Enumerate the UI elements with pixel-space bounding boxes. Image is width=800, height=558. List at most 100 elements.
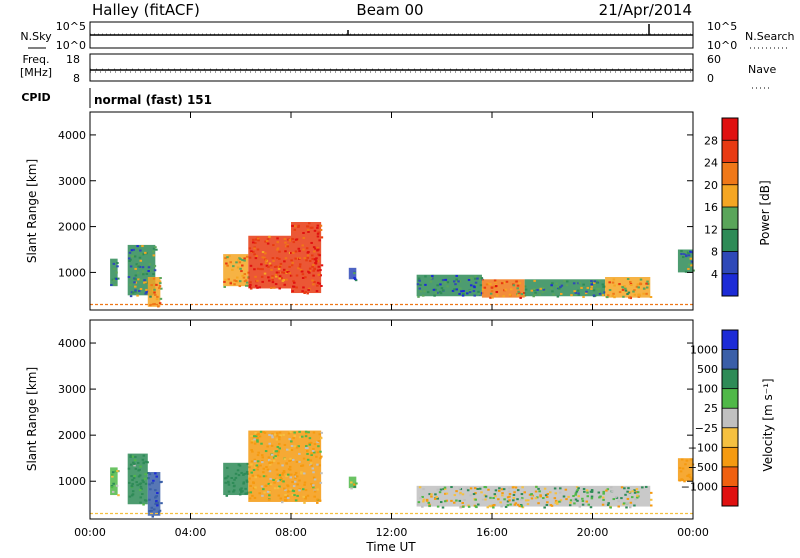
region-cell <box>242 473 245 476</box>
region-cell <box>129 258 132 261</box>
region-cell <box>486 506 490 509</box>
region-cell <box>145 272 149 275</box>
region-cell <box>256 474 260 477</box>
region-cell <box>271 278 274 281</box>
region-cell <box>302 495 306 498</box>
region-cell <box>268 442 271 445</box>
region-cell <box>141 253 145 256</box>
region-cell <box>312 283 315 286</box>
region-cell <box>303 501 306 504</box>
region-cell <box>646 280 649 283</box>
region-cell <box>645 292 648 295</box>
region-cell <box>493 285 496 288</box>
region-cell <box>243 273 247 276</box>
region-cell <box>295 475 299 478</box>
region-cell <box>611 281 615 284</box>
region-cell <box>295 274 299 277</box>
region-cell <box>148 510 151 513</box>
region-cell <box>248 477 251 480</box>
region-cell <box>458 487 461 490</box>
beam-title: Beam 00 <box>356 1 423 19</box>
region-cell <box>248 247 252 250</box>
region-cell <box>249 491 253 494</box>
region-cell <box>505 280 509 283</box>
region-cell <box>421 495 424 498</box>
region-cell <box>313 451 316 454</box>
region-cell <box>297 225 300 228</box>
region-cell <box>264 450 268 453</box>
region-cell <box>607 502 610 505</box>
region-cell <box>245 255 249 258</box>
region-cell <box>637 286 640 289</box>
region-cell <box>293 228 297 231</box>
region-cell <box>276 487 280 490</box>
region-cell <box>149 304 152 307</box>
region-cell <box>516 294 519 297</box>
region-cell <box>272 450 276 453</box>
region-cell <box>309 462 313 465</box>
region-cell <box>251 474 255 477</box>
region-cell <box>635 496 639 499</box>
region-cell <box>476 488 479 491</box>
region-cell <box>285 269 289 272</box>
region-cell <box>307 230 310 233</box>
region-cell <box>268 434 271 437</box>
region-cell <box>680 458 684 461</box>
region-cell <box>510 288 513 291</box>
region-cell <box>242 276 246 279</box>
colorbar-swatch <box>722 349 738 370</box>
region-cell <box>274 455 277 458</box>
region-cell <box>239 258 242 261</box>
region-cell <box>624 289 628 292</box>
region-cell <box>294 499 298 502</box>
region-cell <box>434 291 438 294</box>
region-cell <box>310 464 313 467</box>
nave-right-tick-bottom: 0 <box>707 72 714 85</box>
region-cell <box>633 289 636 292</box>
region-cell <box>295 446 299 449</box>
region-cell <box>288 465 292 468</box>
region-cell <box>111 490 115 493</box>
region-cell <box>586 491 589 494</box>
region-cell <box>250 463 253 466</box>
region-cell <box>436 284 439 287</box>
region-cell <box>134 289 137 292</box>
region-cell <box>133 462 136 465</box>
region-cell <box>248 497 252 500</box>
region-cell <box>536 496 539 499</box>
region-cell <box>235 276 239 279</box>
region-cell <box>303 483 306 486</box>
region-cell <box>458 499 462 502</box>
region-cell <box>316 498 319 501</box>
region-cell <box>271 436 274 439</box>
region-cell <box>308 267 312 270</box>
region-cell <box>541 286 545 289</box>
freq-label-line2: [MHz] <box>20 66 52 79</box>
region-cell <box>581 500 585 503</box>
region-cell <box>281 473 284 476</box>
region-cell <box>249 264 253 267</box>
region-cell <box>152 247 156 250</box>
region-cell <box>254 465 257 468</box>
region-cell <box>159 277 162 280</box>
region-cell <box>688 473 691 476</box>
region-cell <box>286 495 289 498</box>
region-cell <box>353 485 356 488</box>
region-cell <box>559 292 563 295</box>
region-cell <box>132 461 135 464</box>
region-cell <box>317 265 321 268</box>
x-tick-label: 12:00 <box>376 526 408 539</box>
region-cell <box>265 239 269 242</box>
region-cell <box>308 271 311 274</box>
colorbar-swatch <box>722 162 738 185</box>
region-cell <box>306 494 310 497</box>
region-cell <box>474 277 477 280</box>
region-cell <box>577 293 581 296</box>
region-cell <box>565 498 568 501</box>
region-cell <box>224 481 227 484</box>
region-cell <box>311 265 314 268</box>
region-cell <box>306 229 310 232</box>
region-cell <box>141 270 145 273</box>
region-cell <box>592 289 596 292</box>
region-cell <box>518 282 521 285</box>
